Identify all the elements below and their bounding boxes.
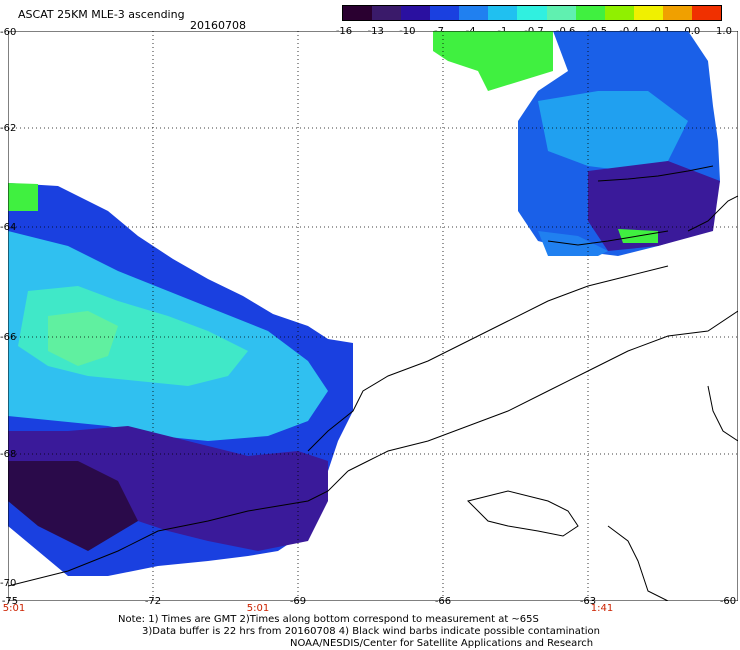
note-line-2: 3)Data buffer is 22 hrs from 20160708 4)… <box>142 626 600 637</box>
colorbar-segment-8 <box>575 6 605 20</box>
lon-label-75: -75 <box>1 596 19 607</box>
colorbar-segment-9 <box>604 6 634 20</box>
lon-label-72: -72 <box>144 596 162 607</box>
lat-label-70: -70 <box>0 578 17 589</box>
colorbar-segment-7 <box>546 6 576 20</box>
colorbar-segment-1 <box>372 6 402 20</box>
note-line-3: NOAA/NESDIS/Center for Satellite Applica… <box>290 638 594 649</box>
colorbar-segment-6 <box>517 6 547 20</box>
colorbar-segment-2 <box>401 6 431 20</box>
time-label-2: 5:01 <box>246 603 270 614</box>
colorbar-segment-11 <box>662 6 692 20</box>
graticule <box>8 31 738 601</box>
swath-west <box>8 183 353 576</box>
colorbar <box>342 5 722 21</box>
lat-label-60: -60 <box>0 27 17 38</box>
lon-label-69: -69 <box>289 596 307 607</box>
lat-label-68: -68 <box>0 449 17 460</box>
swath-east <box>433 31 720 256</box>
colorbar-segment-10 <box>633 6 663 20</box>
lat-label-66: -66 <box>0 332 17 343</box>
lon-label-66: -66 <box>434 596 452 607</box>
time-label-3: 1:41 <box>590 603 614 614</box>
lon-label-60: -60 <box>719 596 737 607</box>
colorbar-segment-5 <box>488 6 518 20</box>
time-label-1: 5:01 <box>2 603 26 614</box>
colorbar-segment-12 <box>691 6 722 20</box>
note-line-1: Note: 1) Times are GMT 2)Times along bot… <box>118 614 539 625</box>
product-date: 20160708 <box>190 19 246 32</box>
product-title: ASCAT 25KM MLE-3 ascending <box>18 8 185 21</box>
lon-label-63: -63 <box>579 596 597 607</box>
colorbar-segment-3 <box>430 6 460 20</box>
lat-label-62: -62 <box>0 123 17 134</box>
colorbar-segment-0 <box>343 6 373 20</box>
lat-label-64: -64 <box>0 222 17 233</box>
colorbar-segment-4 <box>459 6 489 20</box>
coastlines <box>8 165 738 601</box>
map-panel <box>8 31 738 601</box>
